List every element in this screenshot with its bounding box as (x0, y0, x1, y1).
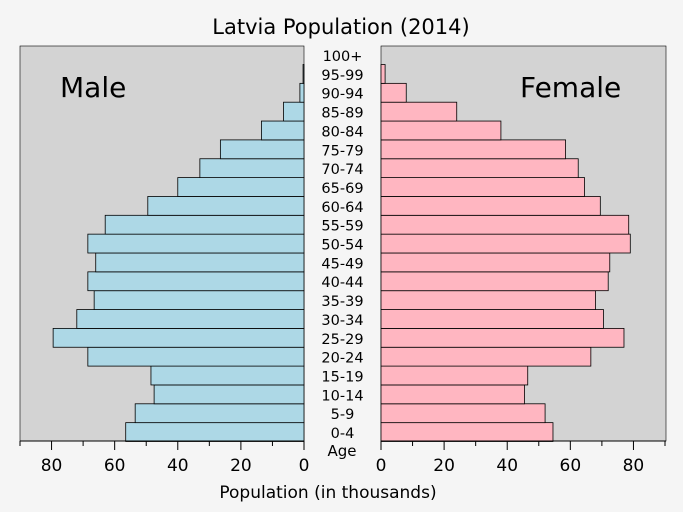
male-tick-label: 20 (230, 456, 252, 476)
age-group-label: 45-49 (321, 256, 363, 272)
male-bar-75-79 (219, 139, 305, 160)
female-bar-40-44 (380, 271, 609, 292)
age-group-label: 60-64 (321, 200, 363, 216)
female-bar-50-54 (380, 233, 631, 254)
female-bar-20-24 (380, 346, 592, 367)
female-bar-25-29 (380, 327, 625, 348)
age-group-label: 85-89 (321, 106, 363, 122)
male-bar-20-24 (87, 346, 305, 367)
female-bar-80-84 (380, 120, 502, 141)
age-group-label: 65-69 (321, 181, 363, 197)
age-group-label: 90-94 (321, 87, 363, 103)
age-group-label: 10-14 (321, 388, 363, 404)
male-series-label: Male (60, 71, 126, 104)
female-bar-85-89 (380, 101, 458, 122)
male-bar-90-94 (299, 82, 305, 103)
male-bar-80-84 (260, 120, 305, 141)
male-tick-label: 40 (167, 456, 189, 476)
female-series-label: Female (520, 71, 621, 104)
male-bar-50-54 (87, 233, 305, 254)
female-bar-0-4 (380, 422, 554, 442)
male-bar-65-69 (177, 177, 305, 197)
age-group-label: 55-59 (321, 219, 363, 235)
x-axis-label: Population (in thousands) (219, 483, 436, 503)
female-bar-90-94 (380, 82, 407, 103)
male-bar-10-14 (153, 384, 305, 405)
male-bar-95-99 (302, 64, 305, 84)
female-tick-label: 20 (433, 456, 455, 476)
female-bar-15-19 (380, 365, 529, 386)
male-bar-15-19 (150, 365, 305, 386)
female-bar-65-69 (380, 177, 585, 197)
age-group-label: 40-44 (321, 275, 363, 291)
age-group-label: 75-79 (321, 143, 363, 159)
age-group-label: 0-4 (331, 426, 355, 442)
male-tick-label: 60 (104, 456, 126, 476)
female-bar-75-79 (380, 139, 567, 160)
female-bar-35-39 (380, 290, 596, 310)
male-bar-60-64 (147, 196, 305, 216)
female-bar-95-99 (380, 64, 386, 84)
female-bar-5-9 (380, 403, 546, 424)
female-bar-45-49 (380, 252, 611, 273)
female-bar-60-64 (380, 196, 601, 216)
age-axis-label: Age (327, 442, 356, 460)
female-tick-label: 40 (496, 456, 518, 476)
age-group-label: 100+ (323, 49, 363, 65)
female-tick-label: 60 (560, 456, 582, 476)
female-bar-55-59 (380, 214, 630, 235)
male-bar-0-4 (125, 422, 305, 442)
age-group-label: 95-99 (321, 68, 363, 84)
age-group-label: 15-19 (321, 369, 363, 385)
male-bar-85-89 (283, 101, 305, 122)
male-tick-label: 0 (299, 456, 310, 476)
male-bar-55-59 (104, 214, 305, 235)
age-group-label: 80-84 (321, 124, 363, 140)
male-tick-label: 80 (41, 456, 63, 476)
male-bar-5-9 (134, 403, 305, 424)
female-bar-30-34 (380, 309, 604, 329)
age-group-label: 35-39 (321, 294, 363, 310)
chart-title: Latvia Population (2014) (212, 15, 469, 39)
age-group-label: 5-9 (331, 407, 355, 423)
male-bar-45-49 (95, 252, 305, 273)
female-tick-label: 80 (623, 456, 645, 476)
female-bar-70-74 (380, 158, 579, 179)
male-bar-25-29 (52, 327, 305, 348)
age-group-label: 50-54 (321, 238, 363, 254)
male-bar-40-44 (87, 271, 305, 292)
male-bar-30-34 (76, 309, 305, 329)
female-tick-label: 0 (376, 456, 387, 476)
male-bar-35-39 (93, 290, 305, 310)
age-group-label: 30-34 (321, 313, 363, 329)
age-group-label: 70-74 (321, 162, 363, 178)
female-bar-10-14 (380, 384, 525, 405)
age-group-label: 20-24 (321, 351, 363, 367)
male-bar-70-74 (199, 158, 305, 179)
age-group-label: 25-29 (321, 332, 363, 348)
